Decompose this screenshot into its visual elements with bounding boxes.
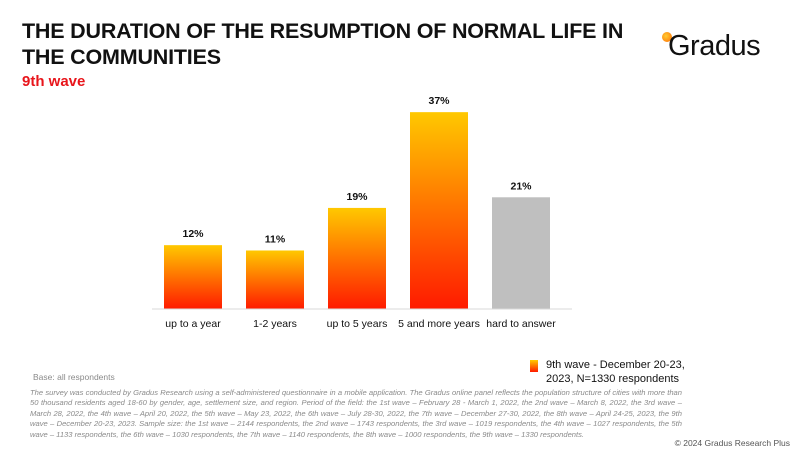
value-label-4: 21% xyxy=(510,180,532,192)
legend-swatch xyxy=(530,360,538,372)
bar-1 xyxy=(246,250,304,309)
copyright: © 2024 Gradus Research Plus xyxy=(674,438,790,448)
bar-4 xyxy=(492,197,550,309)
value-label-0: 12% xyxy=(182,228,204,240)
page-title: THE DURATION OF THE RESUMPTION OF NORMAL… xyxy=(22,19,624,69)
methodology-note: The survey was conducted by Gradus Resea… xyxy=(30,388,682,439)
gradus-logo: Gradus xyxy=(660,28,775,68)
bar-0 xyxy=(164,245,222,309)
logo-dot-icon xyxy=(662,32,672,42)
category-label-2: up to 5 years xyxy=(327,318,388,330)
bar-2 xyxy=(328,207,386,309)
labels-layer: 12% up to a year 11% 1-2 years 19% up to 5 ye… xyxy=(165,95,556,330)
bars-layer xyxy=(164,112,550,309)
base-note: Base: all respondents xyxy=(33,372,115,382)
category-label-1: 1-2 years xyxy=(253,318,297,330)
legend-label: 9th wave - December 20-23, 2023, N=1330 … xyxy=(546,359,685,385)
logo-text: Gradus xyxy=(668,30,761,62)
bar-3 xyxy=(410,112,468,309)
category-label-3: 5 and more years xyxy=(398,318,480,330)
value-label-1: 11% xyxy=(265,233,286,245)
value-label-3: 37% xyxy=(428,95,450,107)
category-label-4: hard to answer xyxy=(486,318,556,330)
page-subtitle: 9th wave xyxy=(22,73,86,90)
value-label-2: 19% xyxy=(346,191,368,203)
category-label-0: up to a year xyxy=(165,318,221,330)
